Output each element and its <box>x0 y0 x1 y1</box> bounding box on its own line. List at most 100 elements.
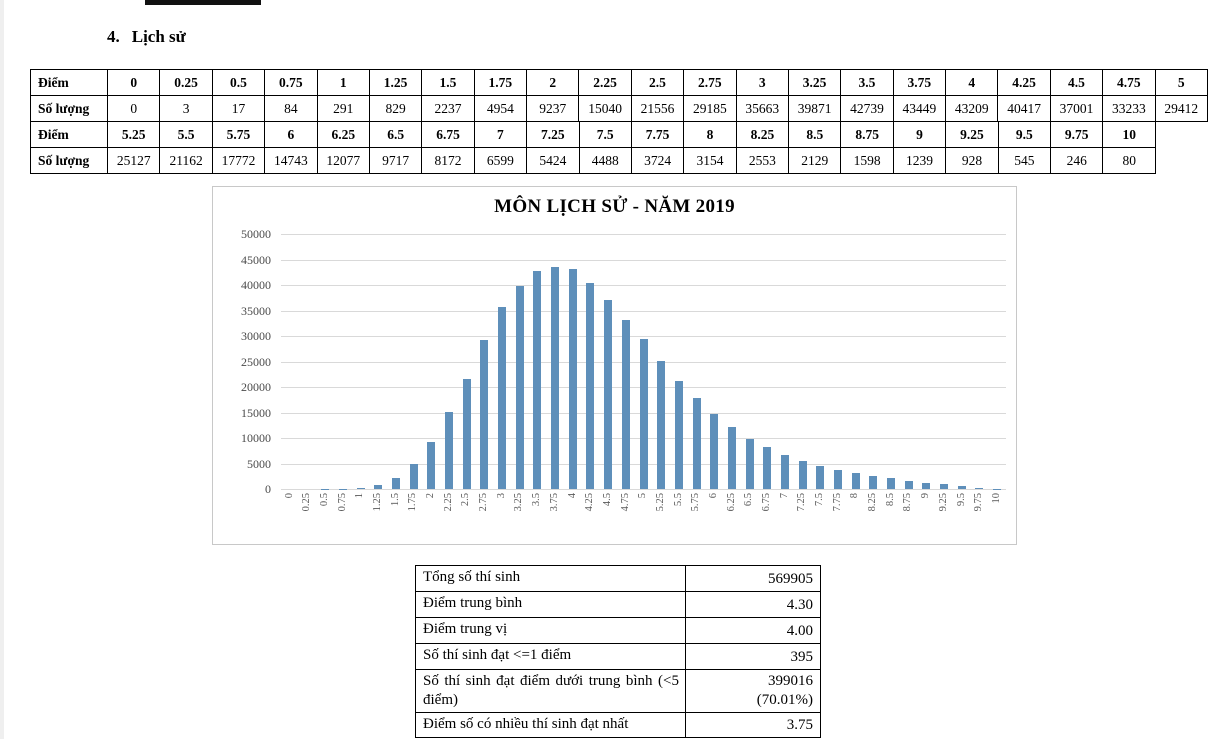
x-axis-tick-label: 2.5 <box>460 493 472 507</box>
bar-1.5 <box>391 477 400 489</box>
y-axis-tick-label: 10000 <box>241 431 271 445</box>
bar-5 <box>639 339 648 489</box>
x-axis-tick-label: 6 <box>707 493 719 499</box>
gridline <box>281 234 1006 235</box>
y-axis-tick-label: 20000 <box>241 380 271 394</box>
count-cell: 35663 <box>735 95 789 122</box>
row-label: Số lượng <box>30 95 108 122</box>
score-cell: 2.5 <box>630 69 685 96</box>
bar-7.25 <box>798 461 807 489</box>
section-heading: 4. Lịch sử <box>107 27 186 47</box>
count-cell: 9237 <box>525 95 580 122</box>
count-cell: 80 <box>1102 147 1156 174</box>
bar-9.25 <box>940 484 949 489</box>
score-cell: 9 <box>892 121 947 148</box>
score-cell: 6.5 <box>368 121 423 148</box>
x-axis-tick-label: 5.75 <box>690 493 702 512</box>
score-cell: 8.5 <box>788 121 842 148</box>
x-axis-tick-label: 5 <box>637 493 649 499</box>
summary-value: 4.30 <box>685 591 821 618</box>
bar-7.75 <box>834 470 842 489</box>
bar-3 <box>498 307 507 489</box>
bar-5.75 <box>692 398 701 489</box>
section-number: 4. <box>107 27 120 46</box>
gridline <box>281 310 1006 312</box>
summary-value: 399016 (70.01%) <box>685 669 821 713</box>
count-cell: 21162 <box>159 147 213 174</box>
y-axis-tick-label: 5000 <box>247 456 271 471</box>
count-cell: 3 <box>159 95 213 122</box>
bar-3.25 <box>515 285 524 489</box>
count-cell: 17 <box>211 95 266 122</box>
score-cell: 5.75 <box>211 121 266 148</box>
bar-1.75 <box>409 463 418 489</box>
row-label: Điểm <box>30 69 108 96</box>
score-cell: 9.75 <box>1050 121 1104 148</box>
count-cell: 3724 <box>630 147 685 174</box>
histogram-chart: MÔN LỊCH SỬ - NĂM 2019 0 5000 10000 15000 20… <box>212 186 1017 545</box>
score-cell: 3 <box>735 69 789 96</box>
x-axis-tick-label: 6.5 <box>743 493 755 507</box>
gridline <box>281 336 1006 337</box>
score-cell: 7 <box>473 121 528 148</box>
summary-value: 395 <box>685 643 821 670</box>
gridline <box>281 489 1006 490</box>
bar-8 <box>851 472 860 489</box>
x-axis-tick-label: 6.25 <box>725 493 737 512</box>
x-axis-tick-label: 4 <box>566 493 578 499</box>
bar-4.75 <box>621 319 630 489</box>
bar-1 <box>356 487 365 489</box>
x-axis-tick-label: 7 <box>778 493 790 499</box>
bar-6.5 <box>745 439 754 489</box>
bar-6 <box>710 413 719 489</box>
summary-row: Tổng số thí sinh 569905 <box>415 565 821 592</box>
count-cell: 43209 <box>944 95 999 122</box>
count-cell: 4954 <box>473 95 528 122</box>
summary-value: 4.00 <box>685 617 821 644</box>
x-axis-tick-label: 4.25 <box>584 493 596 512</box>
bar-4 <box>568 268 577 489</box>
score-cell: 1.5 <box>421 69 475 96</box>
count-cell: 84 <box>264 95 318 122</box>
score-cell: 4.5 <box>1049 69 1104 96</box>
count-cell: 1239 <box>892 147 947 174</box>
bar-7 <box>780 455 789 489</box>
bar-8.25 <box>869 475 878 489</box>
summary-label: Điểm trung vị <box>415 617 686 644</box>
score-cell: 10 <box>1102 121 1156 148</box>
count-cell: 5424 <box>526 147 580 174</box>
score-cell: 7.25 <box>526 121 580 148</box>
bar-2.5 <box>462 379 471 489</box>
count-row: Số lượng 25127 21162 17772 14743 12077 9717 817… <box>30 147 1156 174</box>
score-row: Điểm 5.25 5.5 5.75 6 6.25 6.5 6.75 7 7.25 7.5 7.75 8… <box>30 121 1156 148</box>
y-axis-tick-label: 25000 <box>241 354 271 369</box>
x-axis-tick-label: 9.25 <box>937 493 949 512</box>
section-title: Lịch sử <box>131 27 186 46</box>
x-axis-tick-label: 0.25 <box>301 493 313 512</box>
x-axis-tick-label: 3.5 <box>531 493 543 507</box>
y-axis-tick-label: 0 <box>265 482 271 496</box>
cropped-content-artifact <box>145 0 261 5</box>
x-axis-tick-label: 1.75 <box>407 493 419 512</box>
score-cell: 0.5 <box>211 69 266 96</box>
bar-5.25 <box>657 360 666 489</box>
x-axis-tick-label: 1.25 <box>371 493 383 512</box>
summary-value: 569905 <box>685 565 821 592</box>
count-cell: 17772 <box>211 147 266 174</box>
count-cell: 545 <box>997 147 1052 174</box>
bar-4.25 <box>586 282 595 489</box>
x-axis-tick-label: 2.75 <box>478 493 490 512</box>
count-cell: 928 <box>945 147 999 174</box>
count-cell: 2553 <box>735 147 790 174</box>
x-axis-tick-label: 10 <box>990 493 1002 504</box>
bar-2.25 <box>444 412 453 489</box>
summary-row: Số thí sinh đạt điểm dưới trung bình (<5… <box>415 669 821 713</box>
count-cell: 0 <box>106 95 161 122</box>
summary-row: Điểm trung vị 4.00 <box>415 617 821 644</box>
count-cell: 2237 <box>421 95 475 122</box>
score-cell: 8 <box>683 121 737 148</box>
count-cell: 42739 <box>840 95 894 122</box>
x-axis-tick-label: 7.25 <box>796 493 808 512</box>
bar-6.25 <box>727 427 736 489</box>
score-cell: 4 <box>944 69 999 96</box>
